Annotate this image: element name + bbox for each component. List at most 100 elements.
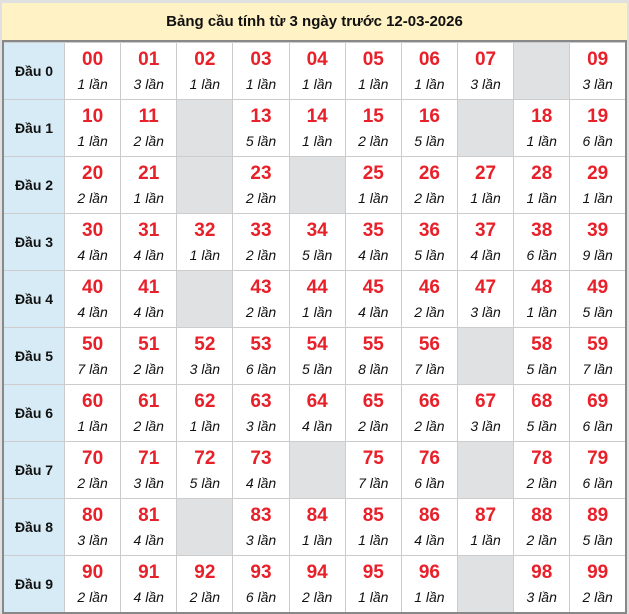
table-row: Đầu 7 70 2 lần 71 3 lần 72 5 lần 73 4 lần 75 7 lần… [2, 441, 627, 499]
occurrence-count: 1 lần [358, 589, 389, 605]
number-cell: 85 1 lần [344, 498, 402, 556]
number-cell: 92 2 lần [176, 555, 234, 614]
lottery-number: 85 [362, 505, 384, 526]
lottery-number: 52 [194, 334, 216, 355]
number-cell: 49 5 lần [569, 270, 627, 328]
lottery-number: 55 [362, 334, 384, 355]
occurrence-count: 6 lần [526, 247, 557, 263]
number-cell: 89 5 lần [569, 498, 627, 556]
occurrence-count: 5 lần [189, 475, 221, 491]
occurrence-count: 6 lần [245, 361, 277, 377]
number-cell: 78 2 lần [513, 441, 571, 499]
occurrence-count: 1 lần [245, 76, 277, 92]
occurrence-count: 2 lần [245, 190, 277, 206]
occurrence-count: 4 lần [133, 589, 164, 605]
lottery-number: 87 [474, 505, 497, 526]
lottery-number: 92 [194, 562, 216, 583]
lottery-number: 70 [82, 448, 104, 469]
occurrence-count: 4 lần [77, 304, 108, 320]
lottery-number: 02 [194, 49, 216, 70]
lottery-number: 61 [138, 391, 160, 412]
lottery-number: 30 [82, 220, 104, 241]
number-cell: 00 1 lần [63, 42, 122, 100]
lottery-number: 38 [531, 220, 553, 241]
occurrence-count: 7 lần [414, 361, 445, 377]
lottery-number: 06 [418, 49, 440, 70]
occurrence-count: 6 lần [582, 133, 613, 149]
number-cell: 68 5 lần [513, 384, 571, 442]
lottery-number: 33 [250, 220, 272, 241]
number-cell: 43 2 lần [232, 270, 290, 328]
occurrence-count: 6 lần [414, 475, 445, 491]
occurrence-count: 1 lần [301, 304, 333, 320]
lottery-number: 32 [194, 220, 216, 241]
lottery-number: 43 [250, 277, 272, 298]
number-cell: 16 5 lần [400, 99, 458, 157]
number-cell: 88 2 lần [513, 498, 571, 556]
lottery-number: 80 [82, 505, 104, 526]
occurrence-count: 4 lần [133, 304, 164, 320]
occurrence-count: 1 lần [133, 190, 164, 206]
lottery-number: 11 [138, 106, 159, 127]
occurrence-count: 2 lần [77, 589, 108, 605]
occurrence-count: 8 lần [358, 361, 389, 377]
empty-cell [288, 441, 346, 499]
occurrence-count: 6 lần [582, 418, 613, 434]
occurrence-count: 1 lần [301, 532, 333, 548]
occurrence-count: 4 lần [245, 475, 277, 491]
occurrence-count: 3 lần [582, 76, 613, 92]
occurrence-count: 2 lần [189, 589, 221, 605]
lottery-number: 76 [418, 448, 440, 469]
number-cell: 35 4 lần [344, 213, 402, 271]
number-cell: 94 2 lần [288, 555, 346, 614]
occurrence-count: 5 lần [245, 133, 277, 149]
lottery-number: 53 [250, 334, 272, 355]
number-cell: 63 3 lần [232, 384, 290, 442]
number-cell: 04 1 lần [288, 42, 346, 100]
number-cell: 05 1 lần [344, 42, 402, 100]
number-cell: 19 6 lần [569, 99, 627, 157]
number-cell: 03 1 lần [232, 42, 290, 100]
lottery-number: 26 [418, 163, 440, 184]
number-cell: 87 1 lần [456, 498, 515, 556]
occurrence-count: 1 lần [414, 76, 445, 92]
lottery-number: 58 [531, 334, 553, 355]
occurrence-count: 2 lần [414, 190, 445, 206]
number-cell: 70 2 lần [63, 441, 122, 499]
lottery-number: 35 [362, 220, 384, 241]
number-cell: 06 1 lần [400, 42, 458, 100]
number-cell: 34 5 lần [288, 213, 346, 271]
table-row: Đầu 0 00 1 lần 01 3 lần 02 1 lần 03 1 lần 04 1 lần… [2, 42, 627, 100]
table-row: Đầu 4 40 4 lần 41 4 lần 43 2 lần 44 1 lần 45 4 lần… [2, 270, 627, 328]
lottery-number: 00 [82, 49, 104, 70]
table-title: Bảng cầu tính từ 3 ngày trước 12-03-2026 [2, 3, 627, 42]
number-cell: 80 3 lần [63, 498, 122, 556]
lottery-number: 28 [531, 163, 553, 184]
lottery-number: 03 [250, 49, 272, 70]
occurrence-count: 2 lần [414, 418, 445, 434]
row-head: Đầu 7 [2, 441, 65, 499]
occurrence-count: 1 lần [189, 418, 221, 434]
lottery-number: 73 [250, 448, 272, 469]
occurrence-count: 1 lần [582, 190, 613, 206]
row-head: Đầu 1 [2, 99, 65, 157]
number-cell: 67 3 lần [456, 384, 515, 442]
number-cell: 44 1 lần [288, 270, 346, 328]
number-cell: 26 2 lần [400, 156, 458, 214]
lottery-number: 34 [306, 220, 328, 241]
number-cell: 46 2 lần [400, 270, 458, 328]
occurrence-count: 2 lần [526, 532, 557, 548]
occurrence-count: 1 lần [189, 76, 221, 92]
number-cell: 73 4 lần [232, 441, 290, 499]
lottery-number: 01 [138, 49, 160, 70]
occurrence-count: 4 lần [133, 532, 164, 548]
number-cell: 53 6 lần [232, 327, 290, 385]
number-cell: 64 4 lần [288, 384, 346, 442]
lottery-number: 16 [418, 106, 440, 127]
number-cell: 66 2 lần [400, 384, 458, 442]
lottery-number: 46 [418, 277, 440, 298]
number-cell: 38 6 lần [513, 213, 571, 271]
number-cell: 29 1 lần [569, 156, 627, 214]
row-head: Đầu 0 [2, 42, 65, 100]
number-cell: 39 9 lần [569, 213, 627, 271]
